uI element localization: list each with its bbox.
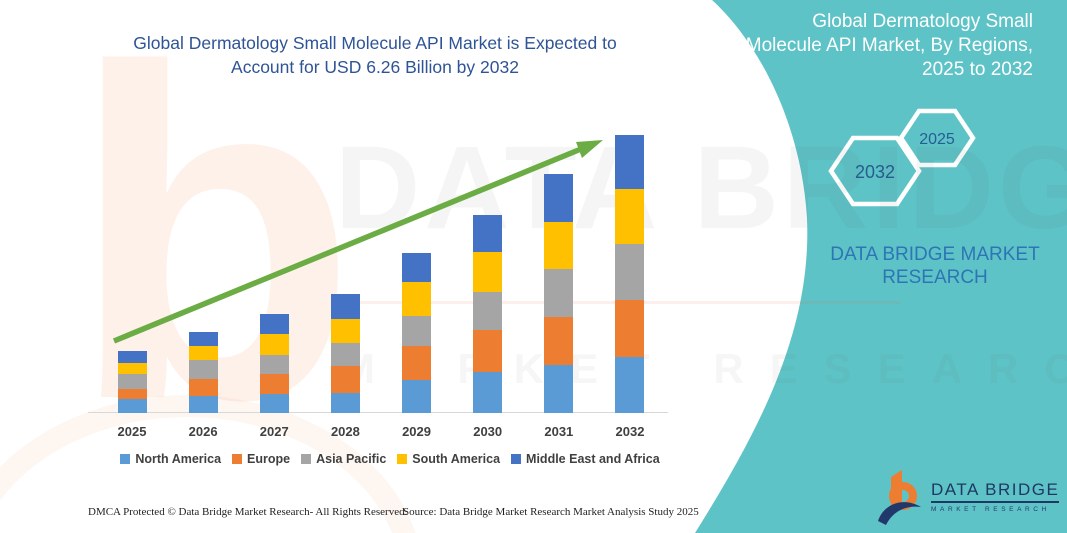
right-panel-title: Global Dermatology Small Molecule API Ma… xyxy=(745,11,1033,80)
logo-tagline: MARKET RESEARCH xyxy=(931,505,1050,513)
legend-label: South America xyxy=(412,452,501,466)
brand-text-teal: DATA BRIDGE MARKET RESEARCH xyxy=(830,244,1040,289)
legend-label: Europe xyxy=(247,452,291,466)
legend-swatch xyxy=(397,454,408,464)
watermark-tagline-text: MARKET RESEARCH xyxy=(340,345,1067,392)
hexagon-2032 xyxy=(828,135,922,207)
chart-legend: North America Europe Asia Pacific South Ame… xyxy=(80,452,700,466)
legend-swatch xyxy=(301,454,312,464)
legend-item-asia-pacific: Asia Pacific xyxy=(301,452,386,466)
legend-swatch xyxy=(232,454,243,464)
legend-swatch xyxy=(511,454,522,464)
legend-item-middle-east-and-africa: Middle East and Africa xyxy=(511,452,660,466)
data-bridge-logo-icon xyxy=(878,470,921,525)
legend-label: North America xyxy=(135,452,222,466)
dmca-text: DMCA Protected © Data Bridge Market Rese… xyxy=(88,506,408,518)
logo-name: DATA BRIDGE xyxy=(931,480,1060,503)
teal-shape xyxy=(695,0,1067,533)
source-text: Source: Data Bridge Market Research Mark… xyxy=(403,506,699,518)
hexagon-2032-label: 2032 xyxy=(855,162,895,182)
legend-item-europe: Europe xyxy=(232,452,290,466)
watermark-brand-text: DATA BRIDGE xyxy=(335,122,1067,254)
data-bridge-logo: DATA BRIDGE MARKET RESEARCH xyxy=(876,467,1060,525)
legend-item-south-america: South America xyxy=(397,452,500,466)
legend-label: Asia Pacific xyxy=(316,452,387,466)
legend-item-north-america: North America xyxy=(120,452,221,466)
hexagon-2025-label: 2025 xyxy=(919,131,955,148)
x-axis-line xyxy=(88,412,668,413)
legend-label: Middle East and Africa xyxy=(526,452,660,466)
watermark-rule xyxy=(340,301,900,304)
legend-swatch xyxy=(120,454,131,464)
chart-title: Global Dermatology Small Molecule API Ma… xyxy=(133,33,617,78)
hexagon-2025 xyxy=(898,108,976,168)
